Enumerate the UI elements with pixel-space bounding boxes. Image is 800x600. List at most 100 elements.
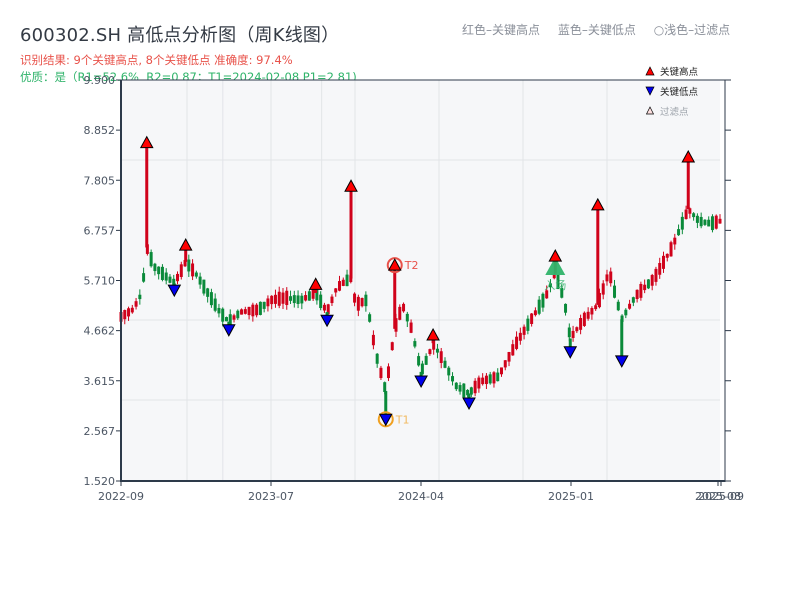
candle-down [620,315,624,323]
key-low-marker-icon [167,284,182,298]
candle-down [435,348,439,353]
key-low-marker-icon [563,346,578,359]
candle-up [353,293,357,303]
candle-down [420,363,424,375]
candle-down [206,288,210,297]
legend-filtered-icon [645,106,655,115]
candle-down [707,219,711,227]
candle-down [221,308,225,322]
candle-down [646,279,650,289]
candle-up [650,275,654,286]
candle-down [613,285,617,298]
high-spike [145,142,149,248]
candle-up [390,342,394,351]
candle-down [458,385,462,392]
candle-up [499,367,503,375]
key-high-marker-icon [548,249,563,262]
candle-down [383,382,387,393]
candle-up [582,312,586,326]
candle-down [413,341,417,347]
candle-down [198,276,202,285]
candle-up [684,209,688,220]
low-spike [620,319,624,361]
candle-down [695,215,699,223]
candle-down [699,216,703,227]
candle-up [379,367,383,379]
color-legend-filtered: ○浅色–过滤点 [653,23,731,37]
candle-up [386,366,390,379]
legend-filtered-label: 过滤点 [660,106,689,118]
candle-up [639,283,643,298]
candle-down [680,216,684,230]
candle-down [236,310,240,319]
candle-up [322,304,326,311]
color-legend-blue: 蓝色–关键低点 [557,23,636,37]
candle-up [341,279,345,286]
candle-down [677,229,681,236]
legend-key-low-icon [645,86,655,96]
candle-up [134,301,138,307]
candle-up [334,288,338,293]
key-high-marker-icon [308,277,323,290]
candle-up [439,351,443,363]
candle-down [564,303,568,313]
candle-up [654,268,658,282]
candle-up [176,273,180,282]
candle-down [541,293,545,308]
high-spike [184,245,188,262]
candle-down [224,317,228,322]
candle-down [692,213,696,218]
candle-up [590,308,594,315]
candle-down [631,297,635,303]
plot-area [121,80,720,481]
key-low-marker-icon [221,324,236,337]
candle-up [481,377,485,385]
candle-up [338,281,342,291]
key-low-marker-icon [378,413,393,427]
candle-up [492,372,496,384]
candle-up [304,295,308,301]
x-tick-label: 2024-04 [398,490,444,503]
legend-key-high-icon [645,66,655,76]
candle-up [605,274,609,282]
candle-up [533,310,537,316]
candle-down [567,327,571,338]
key-low-marker-icon [320,314,334,328]
key-low-marker-icon [414,375,428,389]
candle-down [375,353,379,364]
candle-down [703,219,707,225]
candle-down [447,367,451,376]
candle-up [402,303,406,312]
candle-down [417,356,421,366]
candle-up [360,298,364,307]
y-tick-label: 7.805 [84,174,116,187]
candle-up [658,262,662,275]
candle-down [488,374,492,384]
candle-down [710,216,714,231]
candle-up [240,309,244,315]
candle-up [371,334,375,346]
candle-up [718,218,722,224]
candle-up [311,289,315,299]
candle-down [157,266,161,275]
candle-up [273,294,277,304]
candle-up [398,306,402,320]
candle-down [454,382,458,390]
candle-down [228,314,232,327]
candle-up [266,298,270,307]
key-high-marker-icon [681,149,696,163]
candle-up [127,308,131,317]
candle-up [515,336,519,349]
low-spike [384,391,388,420]
x-tick-label: 2022-09 [98,490,144,503]
candle-down [451,376,455,382]
candle-up [507,352,511,362]
page-title: 600302.SH 高低点分析图（周K线图） [20,25,340,46]
candle-up [232,315,236,320]
key-low-marker-icon [462,397,476,411]
y-tick-label: 9.900 [84,74,116,87]
candle-down [160,266,164,280]
key-high-marker-icon [426,328,440,341]
candle-up [673,237,677,245]
candle-down [202,279,206,294]
